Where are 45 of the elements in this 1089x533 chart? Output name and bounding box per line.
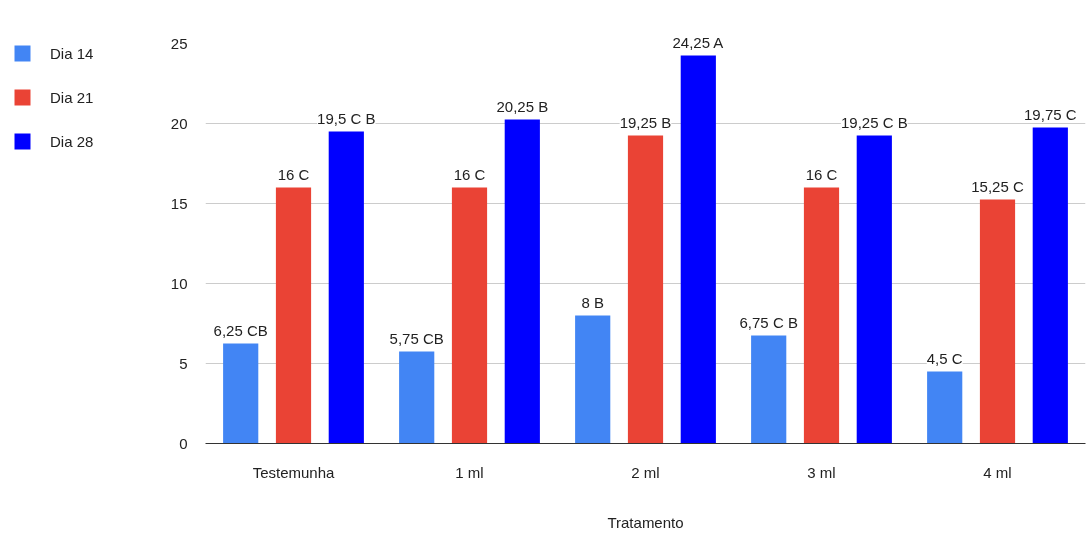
x-tick-label: 1 ml — [455, 463, 484, 481]
x-axis-title: Tratamento — [607, 513, 684, 531]
data-label: 19,25 B — [619, 113, 672, 131]
data-label: 16 C — [277, 165, 310, 183]
legend-label: Dia 21 — [50, 88, 94, 106]
bar — [979, 199, 1016, 444]
x-tick-label: 4 ml — [983, 463, 1012, 481]
legend-label: Dia 28 — [50, 132, 94, 150]
data-label: 16 C — [453, 165, 486, 183]
data-label: 19,75 C — [1024, 105, 1077, 123]
bar — [223, 343, 259, 444]
y-tick-label: 5 — [179, 354, 188, 372]
data-label: 19,25 C B — [840, 113, 908, 131]
x-tick-label: 3 ml — [807, 463, 836, 481]
bar — [575, 315, 611, 444]
bar — [751, 335, 787, 444]
bar — [328, 131, 364, 444]
data-label: 15,25 C — [971, 177, 1024, 195]
data-label: 8 B — [581, 293, 604, 311]
data-label: 19,5 C B — [317, 109, 376, 127]
data-label: 6,75 C B — [739, 313, 798, 331]
bar — [680, 55, 716, 444]
y-tick-label: 0 — [179, 434, 188, 452]
y-tick-label: 10 — [170, 274, 188, 292]
y-tick-label: 15 — [170, 194, 188, 212]
bar — [927, 371, 963, 444]
legend-label: Dia 14 — [50, 44, 94, 62]
bar — [504, 119, 540, 444]
bar — [399, 351, 435, 444]
data-label: 20,25 B — [496, 97, 549, 115]
data-label: 4,5 C — [926, 349, 963, 367]
bar — [275, 187, 312, 444]
bar — [1032, 127, 1068, 444]
bar — [627, 135, 664, 444]
x-tick-label: Testemunha — [252, 463, 336, 481]
y-tick-label: 20 — [170, 114, 188, 132]
data-label: 5,75 CB — [389, 329, 444, 347]
bar — [856, 135, 892, 444]
y-tick-label: 25 — [170, 34, 188, 52]
x-tick-label: 2 ml — [631, 463, 660, 481]
data-label: 6,25 CB — [213, 321, 268, 339]
bar — [451, 187, 488, 444]
bar — [803, 187, 840, 444]
data-label: 16 C — [805, 165, 838, 183]
data-label: 24,25 A — [672, 33, 724, 51]
